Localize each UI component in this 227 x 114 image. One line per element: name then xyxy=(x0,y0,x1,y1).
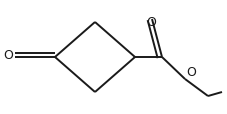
Text: O: O xyxy=(185,65,195,78)
Text: O: O xyxy=(146,16,155,29)
Text: O: O xyxy=(3,49,13,62)
